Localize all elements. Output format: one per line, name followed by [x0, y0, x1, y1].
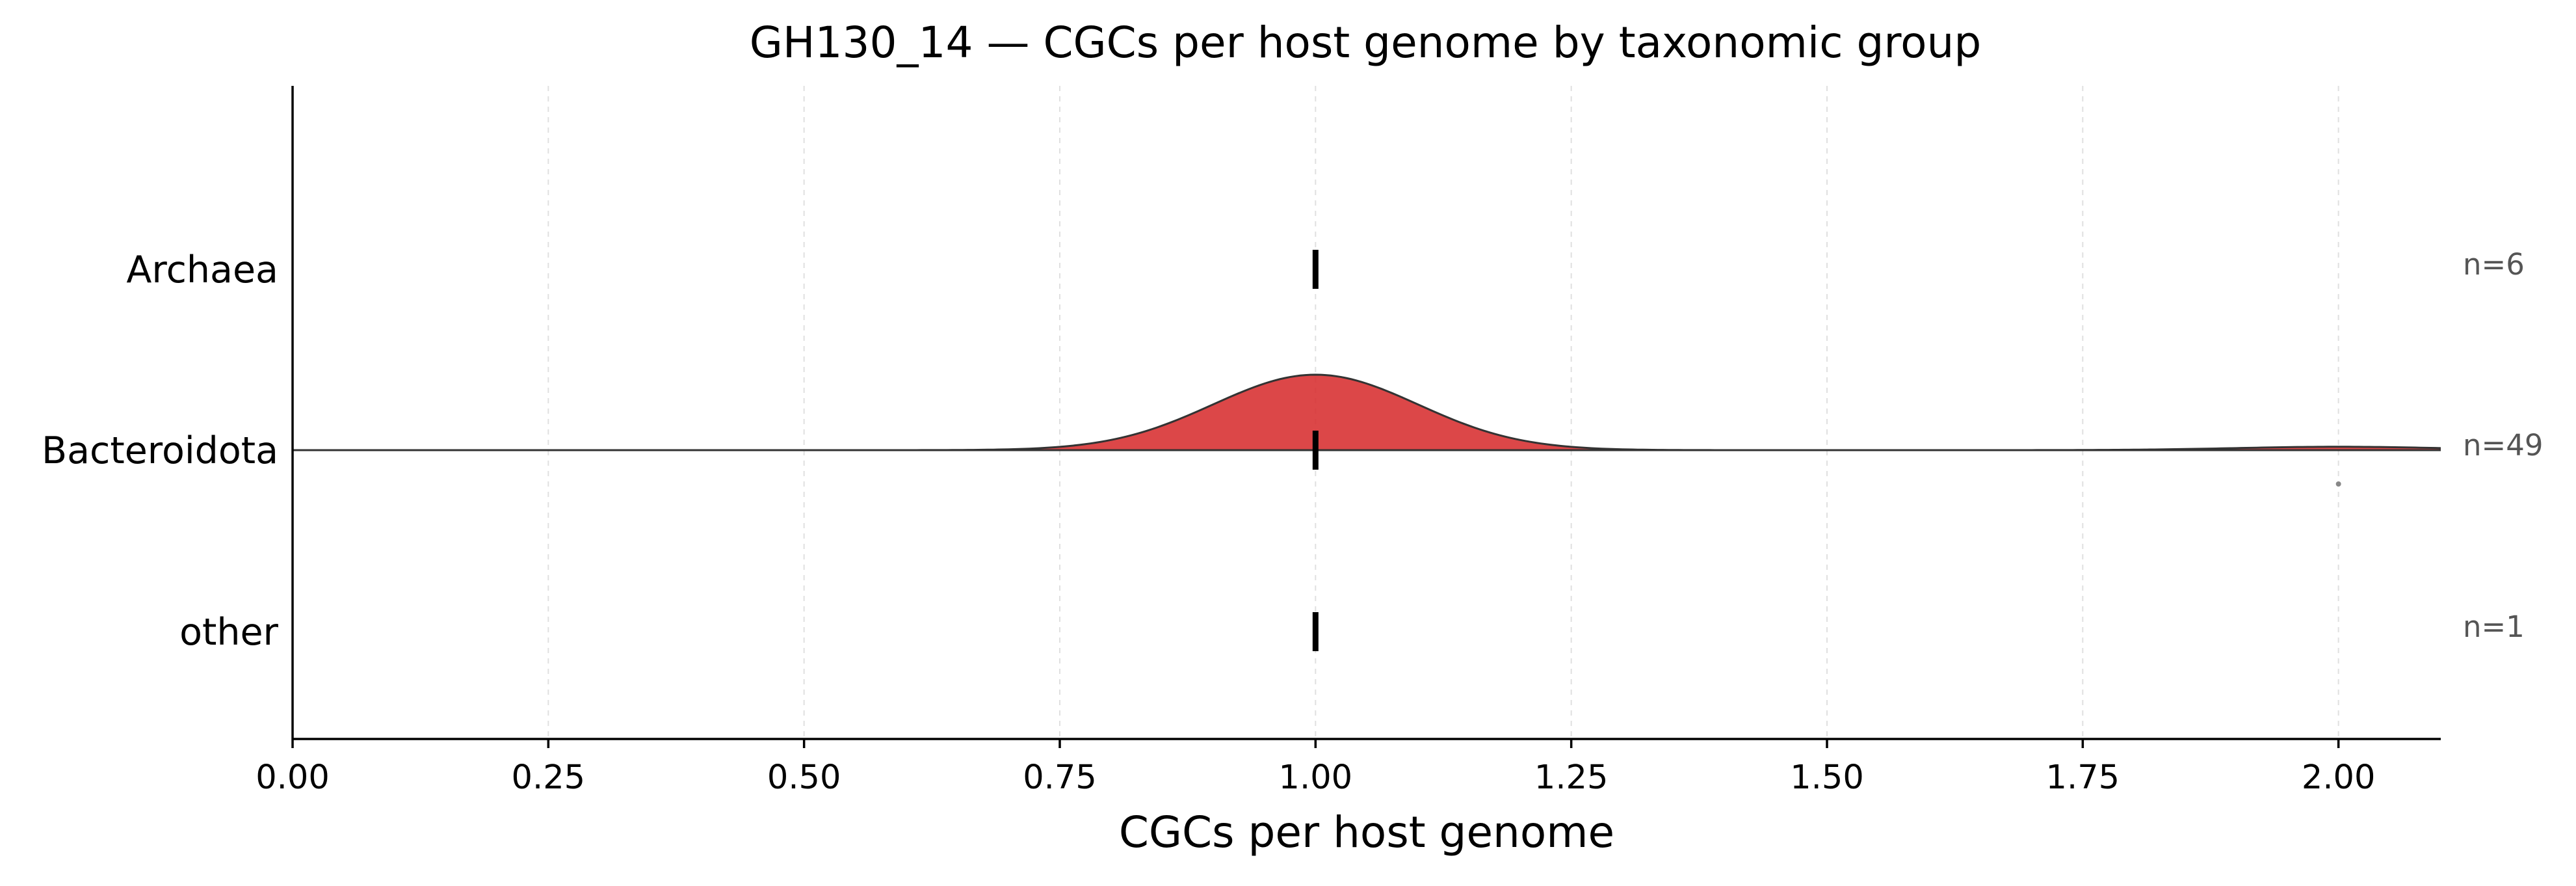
outlier-point: [2335, 481, 2341, 487]
density-area: [293, 375, 2441, 450]
x-tick-label: 0.75: [1023, 758, 1097, 797]
x-axis-label: CGCs per host genome: [1119, 807, 1614, 857]
x-tick-label: 2.00: [2302, 758, 2376, 797]
y-label-layer: Archaea Bacteroidota other: [42, 248, 279, 654]
density-layer: [293, 373, 2441, 451]
x-tick-label: 0.00: [256, 758, 330, 797]
mark-layer: [1312, 250, 2341, 651]
count-label: n=49: [2463, 428, 2543, 463]
count-label: n=1: [2463, 610, 2525, 644]
count-layer: n=6 n=49 n=1: [2463, 247, 2543, 644]
count-label: n=6: [2463, 247, 2525, 282]
x-tick-label: 0.25: [512, 758, 586, 797]
chart-title: GH130_14 — CGCs per host genome by taxon…: [750, 18, 1981, 68]
x-tick-label: 1.00: [1279, 758, 1353, 797]
y-tick-label: other: [179, 611, 278, 654]
x-tick-label: 0.50: [767, 758, 841, 797]
x-tick-layer: 0.00 0.25 0.50 0.75 1.00 1.25 1.50 1.75 2.00: [256, 739, 2375, 797]
grid-layer: [547, 86, 2339, 739]
y-tick-label: Archaea: [126, 248, 278, 291]
y-tick-label: Bacteroidota: [42, 429, 278, 472]
x-tick-label: 1.25: [1534, 758, 1609, 797]
x-tick-label: 1.75: [2046, 758, 2120, 797]
x-tick-label: 1.50: [1790, 758, 1864, 797]
